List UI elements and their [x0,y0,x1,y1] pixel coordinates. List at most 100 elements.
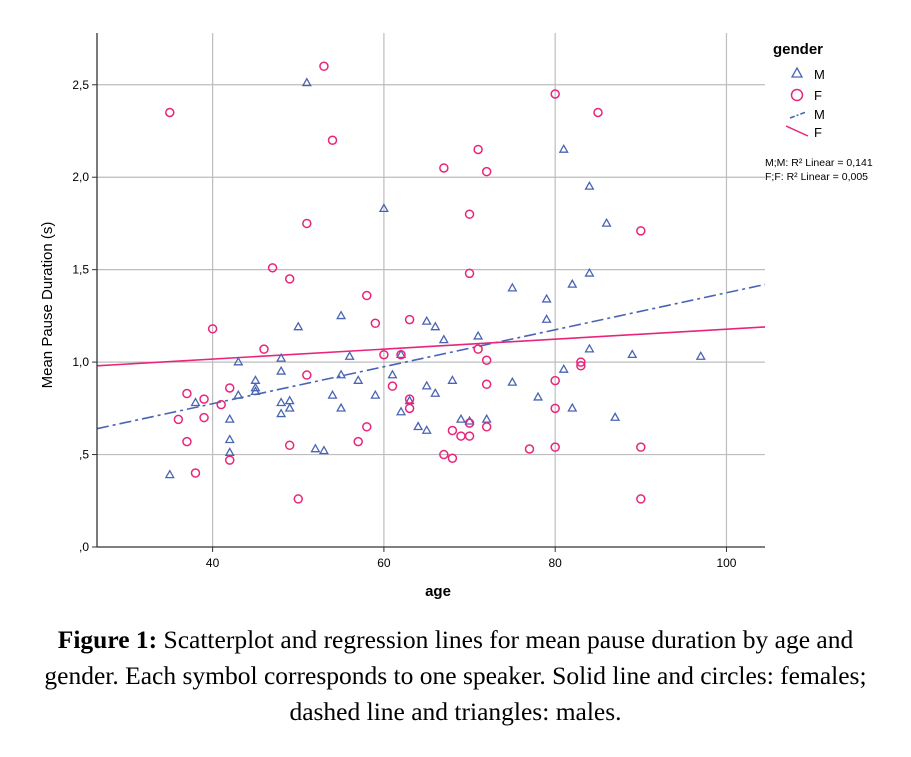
male-point [327,389,338,399]
female-point [190,468,201,478]
female-point [447,425,458,436]
female-point [362,290,372,301]
y-axis-label: Mean Pause Duration (s) [39,222,56,389]
legend-title: gender [773,41,823,58]
grid [97,33,765,547]
y-tick-label: 2,5 [72,78,89,92]
fit-line-female [96,326,766,367]
female-point [636,226,646,236]
r2-note-male: M;M: R² Linear = 0,141 [765,157,873,169]
male-point [507,282,518,292]
male-point [336,369,347,379]
female-point [302,370,312,380]
tick-labels: 40 60 80 100 ,0 ,5 1,0 1,5 2,0 2,5 [72,78,736,570]
x-tick-label: 60 [377,556,391,570]
caption-label: Figure 1: [57,625,158,654]
female-point [267,263,278,273]
male-point [284,402,295,412]
r2-note-female: F;F: R² Linear = 0,005 [765,171,868,183]
female-point [481,422,492,432]
female-point [199,394,209,404]
male-point [233,389,244,399]
male-point [610,412,621,421]
male-point [481,413,492,423]
y-tick-label: 2,0 [72,170,89,184]
male-point [413,421,424,431]
male-point [276,397,287,407]
x-tick-label: 80 [548,556,562,570]
male-point [250,382,261,392]
male-point [276,365,287,375]
y-tick-label: ,0 [79,540,89,554]
male-point [558,143,569,153]
male-point [584,343,595,353]
female-point [302,218,312,229]
male-point [430,388,441,397]
female-point [464,431,475,441]
female-point [550,442,560,452]
x-tick-label: 40 [206,556,220,570]
female-point [576,357,586,367]
female-point [464,418,475,428]
male-point [318,445,329,455]
female-point [259,344,269,354]
legend-marker-female [790,88,804,102]
female-point [319,61,329,72]
y-tick-label: 1,5 [72,263,89,277]
female-point [327,135,338,145]
female-point [353,436,363,447]
scatter-chart: 40 60 80 100 ,0 ,5 1,0 1,5 2,0 2,5 Mean Pause Dur… [39,33,873,600]
male-point [284,395,295,405]
male-point [541,314,552,323]
legend-label-male-points: M [814,67,825,82]
male-point [344,351,355,360]
x-axis-label: age [425,583,451,600]
female-point [439,163,449,173]
female-point [524,444,535,454]
male-point [224,434,235,444]
male-point [601,217,612,227]
female-point [473,344,483,354]
female-point [481,166,492,177]
male-point [455,413,466,423]
female-point [173,414,184,425]
male-point [378,203,389,212]
male-point [164,469,175,479]
female-point [550,89,560,99]
female-point [370,318,381,329]
female-point [464,209,475,219]
female-point [362,422,372,432]
male-point [396,406,407,416]
male-point [584,180,595,190]
male-point [464,415,475,425]
legend-label-female-line: F [814,125,822,140]
y-tick-label: ,5 [79,448,89,462]
axes [92,33,765,552]
legend-label-female-points: F [814,88,822,103]
female-point [387,381,398,391]
y-tick-label: 1,0 [72,355,89,369]
figure-caption: Figure 1: Scatterplot and regression lin… [20,622,891,730]
regression-lines [96,283,766,430]
male-point [293,321,304,331]
female-point [182,436,192,447]
male-point [507,376,518,386]
x-tick-label: 100 [716,556,736,570]
male-point [276,408,287,418]
female-point [207,324,218,334]
female-point [550,375,560,386]
male-point [533,391,544,401]
female-point [456,431,466,441]
female-point [404,314,415,325]
male-point [396,349,407,359]
male-point [584,267,595,277]
female-point [379,349,389,360]
female-point [593,107,603,118]
female-point [284,440,295,451]
male-point [447,375,458,384]
male-point [387,369,398,379]
male-point [233,356,244,366]
male-point [473,330,484,340]
female-point [165,107,175,118]
